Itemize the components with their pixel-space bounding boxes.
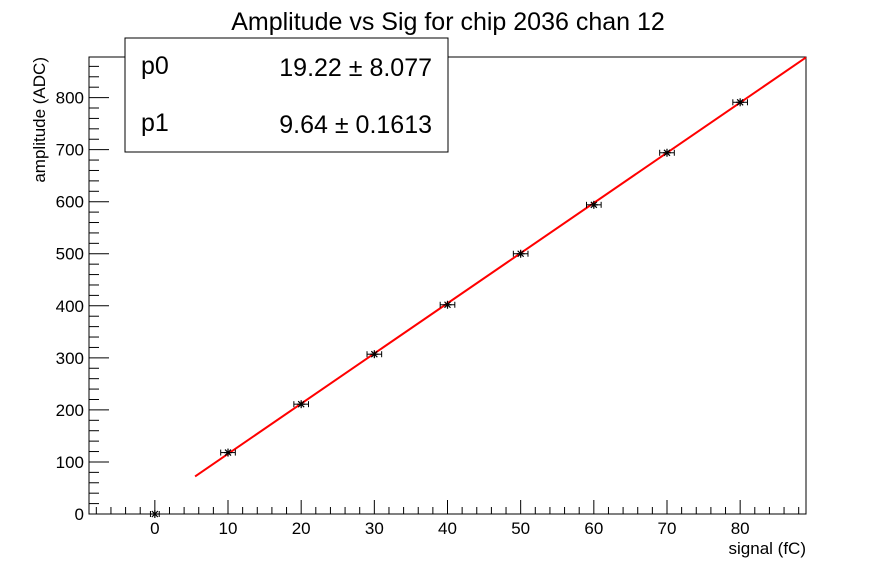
y-tick-label: 0 [75,505,84,524]
data-point [732,98,748,107]
data-point [512,249,529,258]
marker-stroke [736,98,744,106]
stats-p1-value: 9.64 ± 0.1613 [279,111,432,139]
y-tick-label: 200 [56,401,84,420]
data-point [293,400,309,409]
x-tick-label: 80 [731,519,750,538]
chart-title: Amplitude vs Sig for chip 2036 chan 12 [231,8,665,36]
x-tick-label: 20 [292,519,311,538]
x-tick-label: 10 [219,519,238,538]
stats-p0-name: p0 [141,52,169,80]
data-points [149,98,748,518]
x-tick-label: 70 [658,519,677,538]
x-tick-label: 60 [584,519,603,538]
fit-line [194,56,807,478]
data-point [586,200,602,209]
x-tick-label: 40 [438,519,457,538]
y-axis-label: amplitude (ADC) [30,57,49,183]
marker-stroke [517,250,525,258]
data-point [220,448,236,457]
marker-stroke [297,400,305,408]
fit-function [194,56,807,478]
y-tick-label: 700 [56,141,84,160]
y-tick-label: 500 [56,245,84,264]
marker-stroke [590,201,598,209]
data-point [149,510,160,518]
y-tick-label: 400 [56,297,84,316]
x-tick-label: 50 [511,519,530,538]
stats-p1-name: p1 [141,109,169,137]
data-point [366,350,383,359]
y-tick-label: 300 [56,349,84,368]
marker-stroke [370,350,378,358]
y-tick-label: 800 [56,89,84,108]
y-tick-label: 600 [56,193,84,212]
marker-stroke [224,449,232,457]
marker-stroke [663,149,671,157]
stats-p0-value: 19.22 ± 8.077 [279,54,432,82]
data-point [659,148,675,157]
x-axis-label: signal (fC) [729,539,806,558]
marker-stroke [151,510,159,518]
stats-box-border [124,37,449,153]
marker-stroke [444,301,451,309]
fit-statistics-box: p0 19.22 ± 8.077 p1 9.64 ± 0.1613 [124,37,449,153]
y-tick-label: 100 [56,453,84,472]
x-tick-label: 30 [365,519,384,538]
axis-ticks: 0 10 20 30 40 50 60 70 8001002003004005006007008… [56,65,800,538]
data-point [439,300,456,309]
x-tick-label: 0 [150,519,159,538]
